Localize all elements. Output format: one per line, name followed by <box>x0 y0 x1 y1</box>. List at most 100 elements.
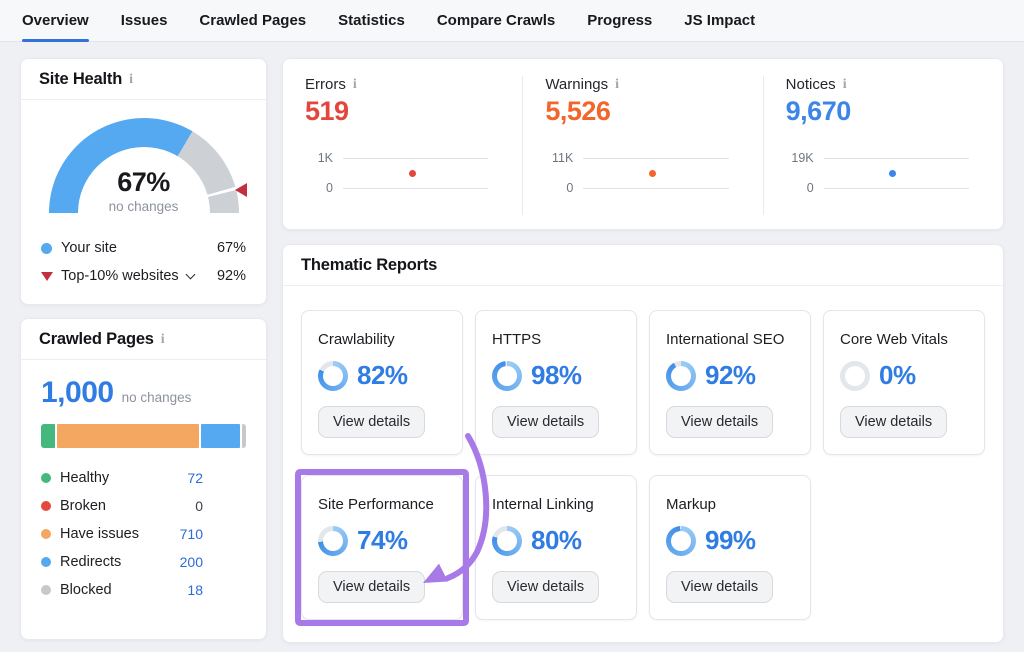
info-icon[interactable]: i <box>129 71 133 87</box>
view-details-button[interactable]: View details <box>492 571 600 603</box>
blue-dot-icon <box>41 242 52 254</box>
tab-crawled-pages[interactable]: Crawled Pages <box>199 12 307 29</box>
bar-segment-healthy <box>41 424 56 448</box>
report-percent: 0% <box>879 360 916 390</box>
blue-dot-icon <box>41 557 51 567</box>
info-icon[interactable]: i <box>352 76 357 92</box>
axis-max-label: 11K <box>552 151 574 165</box>
report-percent: 98% <box>531 360 582 390</box>
info-icon[interactable]: i <box>160 331 165 347</box>
axis-min-label: 0 <box>806 181 814 195</box>
legend-row-your-site: Your site 67% <box>41 234 246 262</box>
thematic-reports-title: Thematic Reports <box>301 256 438 274</box>
tab-compare-crawls[interactable]: Compare Crawls <box>436 12 556 29</box>
legend-row-healthy: Healthy 72 <box>41 464 203 492</box>
tab-js-impact[interactable]: JS Impact <box>684 12 756 29</box>
axis-max-label: 19K <box>791 151 814 165</box>
bar-segment-blocked <box>242 424 246 448</box>
warnings-count[interactable]: 5,526 <box>545 96 611 126</box>
bar-segment-redirects <box>200 424 241 448</box>
report-card-https: HTTPS 98% View details <box>475 310 637 455</box>
tab-issues[interactable]: Issues <box>120 12 168 29</box>
axis-max-label: 1K <box>317 151 333 165</box>
report-title: Site Performance <box>318 496 434 513</box>
red-triangle-icon <box>41 271 53 281</box>
legend-value-link[interactable]: 710 <box>179 526 203 542</box>
progress-ring-icon <box>840 360 870 391</box>
tab-progress[interactable]: Progress <box>587 12 653 29</box>
info-icon[interactable]: i <box>842 76 847 92</box>
warnings-data-point <box>648 170 656 177</box>
view-details-button[interactable]: View details <box>318 406 426 438</box>
tab-overview[interactable]: Overview <box>22 0 89 42</box>
benchmark-marker-icon <box>234 183 247 197</box>
site-health-header: Site Health i <box>21 59 266 100</box>
site-health-gauge: 67% no changes <box>48 118 247 218</box>
legend-row-have-issues: Have issues 710 <box>41 520 203 548</box>
legend-row-blocked: Blocked 18 <box>41 576 203 604</box>
red-dot-icon <box>41 501 51 511</box>
site-health-title: Site Health <box>39 70 123 88</box>
legend-label: Broken <box>60 498 106 514</box>
highlighted-cell: Site Performance 74% View details <box>295 469 469 626</box>
legend-value-link[interactable]: 72 <box>187 470 203 486</box>
legend-label: Have issues <box>60 526 139 542</box>
report-percent: 92% <box>705 360 756 390</box>
crawled-pages-header: Crawled Pages i <box>21 319 266 360</box>
tab-statistics[interactable]: Statistics <box>338 12 405 29</box>
report-title: Core Web Vitals <box>840 331 948 348</box>
gauge-arc-container <box>48 118 239 214</box>
legend-label: Top-10% websites <box>61 268 179 284</box>
notices-count[interactable]: 9,670 <box>785 96 852 126</box>
left-column: Site Health i 67% no changes <box>20 58 267 643</box>
axis-min-label: 0 <box>326 181 333 195</box>
legend-value: 92% <box>216 268 246 284</box>
view-details-button[interactable]: View details <box>318 571 426 603</box>
thematic-reports-body: Crawlability 82% View details HTTPS 98% <box>283 286 1003 642</box>
view-details-button[interactable]: View details <box>666 406 774 438</box>
crawled-pages-change: no changes <box>121 390 192 405</box>
gridline <box>343 157 489 159</box>
errors-label: Errors <box>305 76 346 93</box>
errors-count[interactable]: 519 <box>305 96 349 126</box>
report-title: International SEO <box>666 331 785 348</box>
report-card-internal-linking: Internal Linking 80% View details <box>475 475 637 620</box>
warnings-column: Warnings i 5,526 11K 0 <box>522 76 762 215</box>
view-details-button[interactable]: View details <box>492 406 600 438</box>
notices-trend-chart: 19K 0 <box>786 147 981 197</box>
chevron-down-icon[interactable] <box>185 269 196 280</box>
legend-row-top10-websites[interactable]: Top-10% websites 92% <box>41 262 246 290</box>
crawled-pages-card: Crawled Pages i 1,000 no changes <box>20 318 267 640</box>
bar-segment-have-issues <box>57 424 199 448</box>
site-health-card: Site Health i 67% no changes <box>20 58 267 305</box>
legend-value-link[interactable]: 200 <box>179 554 203 570</box>
thematic-reports-header: Thematic Reports <box>283 245 1003 286</box>
gridline <box>583 187 729 189</box>
progress-ring-icon <box>666 525 696 556</box>
progress-ring-icon <box>666 360 696 391</box>
crawled-pages-legend: Healthy 72 Broken 0 Have issues <box>41 464 203 604</box>
legend-row-broken: Broken 0 <box>41 492 203 520</box>
view-details-button[interactable]: View details <box>666 571 774 603</box>
crawled-pages-body: 1,000 no changes Healthy 72 <box>21 360 266 620</box>
legend-value-link[interactable]: 18 <box>187 582 203 598</box>
site-health-change: no changes <box>108 199 179 214</box>
notices-label: Notices <box>785 76 836 93</box>
gauge-center-text: 67% no changes <box>49 167 239 214</box>
info-icon[interactable]: i <box>615 76 620 92</box>
notices-column: Notices i 9,670 19K 0 <box>762 76 1003 215</box>
errors-data-point <box>408 170 416 177</box>
report-card-international-seo: International SEO 92% View details <box>649 310 811 455</box>
site-health-body: 67% no changes Your site 67% Top-10% web <box>21 100 266 304</box>
report-card-markup: Markup 99% View details <box>649 475 811 620</box>
report-percent: 80% <box>531 525 582 555</box>
report-percent: 99% <box>705 525 756 555</box>
overview-page: Site Health i 67% no changes <box>0 42 1024 643</box>
view-details-button[interactable]: View details <box>840 406 948 438</box>
report-card-site-performance: Site Performance 74% View details <box>301 475 463 620</box>
site-health-score: 67% <box>117 167 170 197</box>
legend-label: Healthy <box>60 470 110 486</box>
progress-ring-icon <box>492 525 522 556</box>
warnings-trend-chart: 11K 0 <box>545 147 740 197</box>
green-dot-icon <box>41 473 51 483</box>
